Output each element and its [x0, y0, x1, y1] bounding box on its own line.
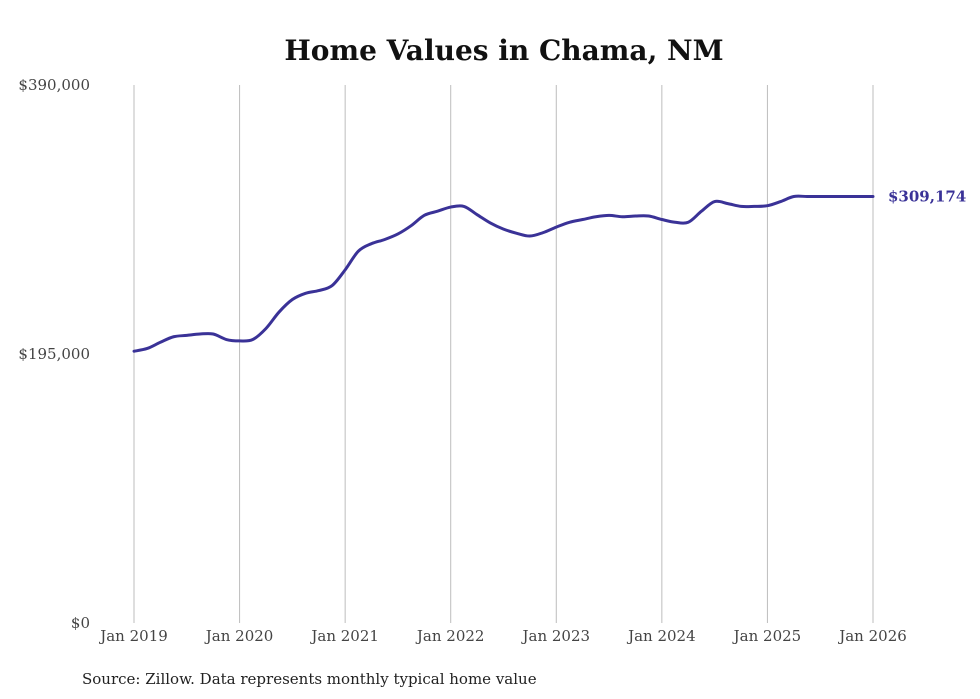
x-tick-label-2021: Jan 2021 — [309, 627, 379, 645]
x-tick-label-2022: Jan 2022 — [415, 627, 485, 645]
x-axis-tick-labels: Jan 2019 Jan 2020 Jan 2021 Jan 2022 Jan 2023… — [98, 627, 907, 645]
y-tick-label-0: $0 — [71, 614, 90, 632]
x-tick-label-2025: Jan 2025 — [732, 627, 802, 645]
series-line-0 — [132, 194, 875, 353]
x-tick-label-2019: Jan 2019 — [98, 627, 168, 645]
x-tick-label-2024: Jan 2024 — [626, 627, 696, 645]
x-tick-label-2026: Jan 2026 — [837, 627, 907, 645]
gridlines — [133, 85, 874, 623]
chart-title: Home Values in Chama, NM — [284, 34, 723, 67]
y-axis-tick-labels: $0 $195,000 $390,000 — [18, 76, 90, 632]
y-tick-label-390000: $390,000 — [18, 76, 90, 94]
y-tick-label-195000: $195,000 — [18, 345, 90, 363]
series-layer — [132, 194, 875, 353]
x-tick-label-2023: Jan 2023 — [521, 627, 591, 645]
last-value-label: $309,174 — [888, 188, 966, 206]
source-note: Source: Zillow. Data represents monthly … — [82, 670, 537, 688]
x-tick-label-2020: Jan 2020 — [204, 627, 274, 645]
